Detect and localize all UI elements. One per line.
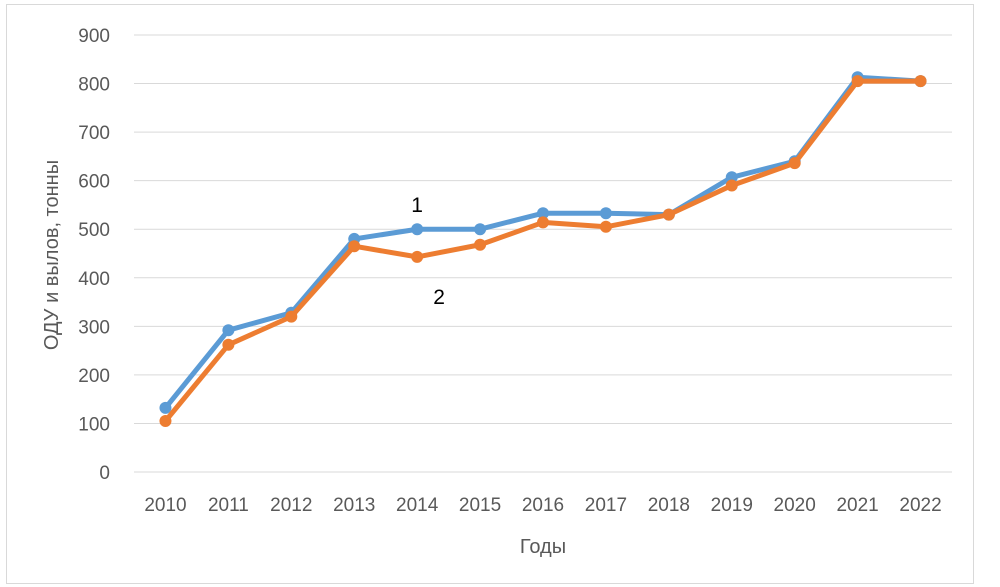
series-label-2: 2 xyxy=(433,286,445,309)
x-tick-label: 2019 xyxy=(711,495,753,516)
y-tick-label: 600 xyxy=(78,172,110,193)
x-tick-label: 2022 xyxy=(899,495,941,516)
y-tick-label: 500 xyxy=(78,220,110,241)
data-point xyxy=(222,324,235,337)
series-group xyxy=(159,71,927,428)
data-point xyxy=(411,223,424,236)
y-axis-title: ОДУ и вылов, тонны xyxy=(41,160,63,350)
x-tick-label: 2011 xyxy=(208,495,249,516)
series-2 xyxy=(159,75,927,428)
x-tick-label: 2010 xyxy=(144,495,186,516)
x-axis-title: Годы xyxy=(520,536,566,558)
y-tick-label: 100 xyxy=(78,414,110,435)
data-point xyxy=(474,223,487,236)
data-point xyxy=(914,75,927,88)
series-1 xyxy=(159,71,927,414)
series-line-1 xyxy=(162,74,924,411)
series-label-1: 1 xyxy=(411,194,423,217)
x-tick-label: 2013 xyxy=(333,495,375,516)
chart-frame xyxy=(6,4,974,584)
data-point xyxy=(851,75,864,88)
series-labels: 12 xyxy=(411,194,445,309)
x-tick-label: 2018 xyxy=(648,495,690,516)
data-point xyxy=(599,207,612,220)
data-point xyxy=(285,310,298,323)
y-tick-label: 300 xyxy=(78,317,110,338)
data-point xyxy=(222,338,235,351)
data-point xyxy=(599,220,612,233)
x-tick-label: 2014 xyxy=(396,495,439,516)
y-tick-label: 0 xyxy=(99,463,110,484)
data-point xyxy=(662,208,675,221)
data-point xyxy=(725,171,738,184)
x-tick-label: 2012 xyxy=(270,495,312,516)
x-tick-label: 2017 xyxy=(585,495,627,516)
data-point xyxy=(474,238,487,251)
x-tick-label: 2021 xyxy=(836,495,878,516)
data-point xyxy=(537,207,549,220)
y-tick-label: 700 xyxy=(78,123,110,144)
data-point xyxy=(537,216,549,229)
data-point xyxy=(159,401,172,414)
x-axis-ticks: 2010 2011 2012 2013 2014 2015 2016 2017 2018 2019… xyxy=(144,495,941,516)
x-tick-label: 2020 xyxy=(774,495,816,516)
x-tick-label: 2015 xyxy=(459,495,501,516)
data-point xyxy=(411,250,424,263)
x-tick-label: 2016 xyxy=(522,495,564,516)
data-point xyxy=(348,240,361,253)
y-tick-label: 800 xyxy=(78,75,110,96)
y-tick-label: 900 xyxy=(78,26,110,47)
data-point xyxy=(725,179,738,192)
y-axis-ticks: 0 100 200 300 400 500 600 700 800 900 xyxy=(78,26,110,484)
gridlines xyxy=(134,34,952,473)
y-tick-label: 400 xyxy=(78,269,110,290)
data-point xyxy=(159,415,172,428)
data-point xyxy=(788,157,801,170)
y-tick-label: 200 xyxy=(78,366,110,387)
